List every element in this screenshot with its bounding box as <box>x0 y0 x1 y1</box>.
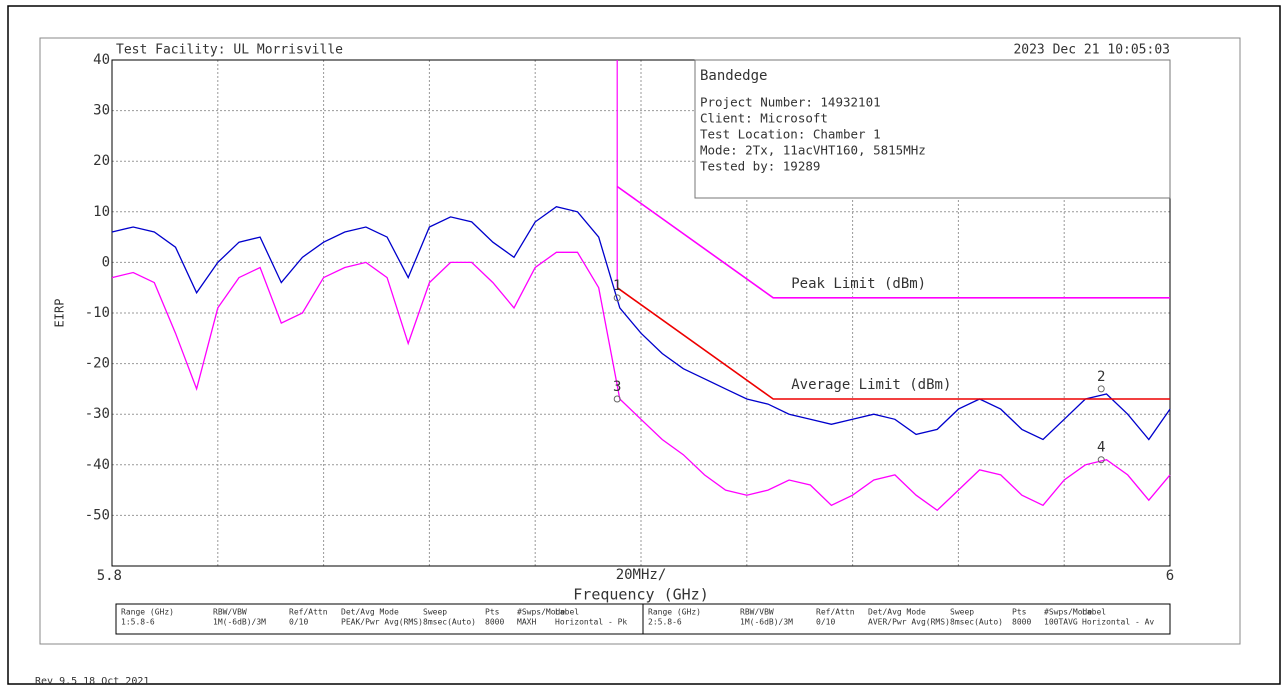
y-tick-label: -40 <box>85 457 110 473</box>
marker <box>1097 385 1105 393</box>
table-header: Sweep <box>950 608 974 617</box>
x-axis-label: Frequency (GHz) <box>573 586 708 604</box>
table-header: Pts <box>1012 608 1027 617</box>
outer-frame <box>7 5 1281 685</box>
trace <box>111 251 1171 512</box>
info-line: Tested by: 19289 <box>700 159 820 174</box>
limit-line <box>616 185 1170 299</box>
marker <box>613 294 621 302</box>
marker-label: 1 <box>613 278 621 294</box>
table-cell: PEAK/Pwr Avg(RMS) <box>341 618 423 627</box>
table-cell: AVER/Pwr Avg(RMS) <box>868 618 950 627</box>
table-header: Label <box>555 608 579 617</box>
table-header: #Swps/Mode <box>1044 608 1092 617</box>
footer: Rev 9.5 18 Oct 2021 <box>35 676 149 687</box>
x-division-label: 20MHz/ <box>616 567 667 583</box>
table-cell: 1:5.8-6 <box>121 618 155 627</box>
table-header: RBW/VBW <box>740 608 774 617</box>
table-header: Ref/Attn <box>816 608 855 617</box>
info-line: Project Number: 14932101 <box>700 95 881 110</box>
table-cell: 8000 <box>485 618 504 627</box>
table-cell: Horizontal - Av <box>1082 618 1154 627</box>
table-header: Ref/Attn <box>289 608 328 617</box>
trace <box>111 205 1171 441</box>
table-header: #Swps/Mode <box>517 608 565 617</box>
limit-label: Average Limit (dBm) <box>791 377 951 393</box>
table-cell: 8msec(Auto) <box>950 618 1003 627</box>
y-axis-label: EIRP <box>53 299 67 328</box>
table-header: RBW/VBW <box>213 608 247 617</box>
x-tick-label: 5.8 <box>97 568 122 584</box>
info-line: Mode: 2Tx, 11acVHT160, 5815MHz <box>700 143 926 158</box>
plot-frame <box>111 59 1171 567</box>
table-cell: 0/10 <box>816 618 835 627</box>
table-header: Det/Avg Mode <box>868 608 926 617</box>
limit-line <box>616 287 1170 400</box>
table-header: Range (GHz) <box>648 608 701 617</box>
table-cell: 100TAVG <box>1044 618 1078 627</box>
limit-label: Peak Limit (dBm) <box>791 276 926 292</box>
marker-label: 3 <box>613 379 621 395</box>
table-cell: Horizontal - Pk <box>555 618 627 627</box>
y-tick-label: 30 <box>93 103 110 119</box>
chart-title: Test Facility: UL Morrisville <box>116 43 343 58</box>
y-tick-label: -20 <box>85 356 110 372</box>
table-cell: 1M(-6dB)/3M <box>213 618 266 627</box>
marker <box>1097 456 1105 464</box>
y-tick-label: -50 <box>85 507 110 523</box>
y-tick-label: 10 <box>93 204 110 220</box>
y-tick-label: 40 <box>93 52 110 68</box>
table-header: Label <box>1082 608 1106 617</box>
table-cell: 1M(-6dB)/3M <box>740 618 793 627</box>
y-tick-label: -10 <box>85 305 110 321</box>
table-cell: 8msec(Auto) <box>423 618 476 627</box>
table-cell: MAXH <box>517 618 536 627</box>
info-box <box>694 59 1171 199</box>
table-header: Pts <box>485 608 500 617</box>
table-cell: 0/10 <box>289 618 308 627</box>
y-tick-label: 20 <box>93 153 110 169</box>
marker-label: 4 <box>1097 440 1105 456</box>
info-line: Client: Microsoft <box>700 111 828 126</box>
table-header: Det/Avg Mode <box>341 608 399 617</box>
table-cell: 2:5.8-6 <box>648 618 682 627</box>
table-cell: 8000 <box>1012 618 1031 627</box>
info-line: Test Location: Chamber 1 <box>700 127 881 142</box>
marker-label: 2 <box>1097 369 1105 385</box>
info-title: Bandedge <box>700 68 767 84</box>
table-header: Sweep <box>423 608 447 617</box>
inner-frame <box>39 37 1241 645</box>
y-tick-label: -30 <box>85 406 110 422</box>
marker <box>613 395 621 403</box>
x-tick-label: 6 <box>1166 568 1174 584</box>
table-header: Range (GHz) <box>121 608 174 617</box>
timestamp: 2023 Dec 21 10:05:03 <box>1013 43 1170 58</box>
y-tick-label: 0 <box>102 254 110 270</box>
